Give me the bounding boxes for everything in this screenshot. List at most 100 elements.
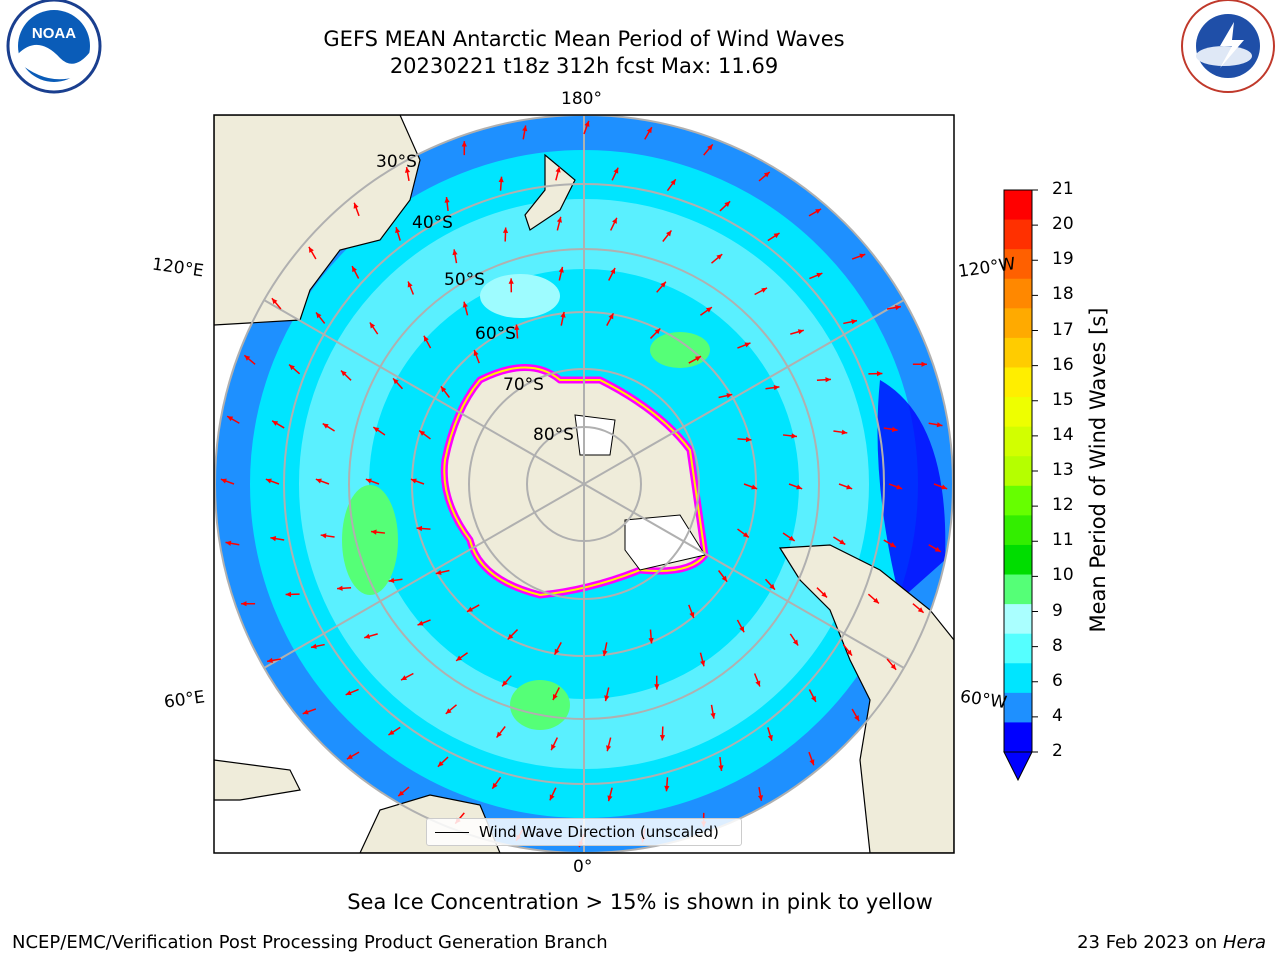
arrow-head [444,197,450,203]
colorbar-tick-label: 19 [1052,249,1074,270]
arrow-head [496,731,502,738]
arrow-head [815,208,822,214]
arrow-head [763,171,770,178]
arrow-head [507,633,514,640]
arrow-head [724,201,731,207]
arrow-head [461,141,467,147]
arrow-head [584,120,590,127]
map-legend: Wind Wave Direction (unscaled) [426,818,742,846]
arrow-head [744,342,751,348]
arrow-head [710,712,716,719]
arrow-head [558,266,564,273]
arrow-head [890,663,897,670]
footer-date: 23 Feb 2023 on Hera [1077,932,1266,953]
colorbar-tick-label: 4 [1052,705,1063,726]
arrow-head [773,233,780,239]
arrow-head [272,420,279,426]
arrow-head [707,144,713,151]
colorbar-segment [1004,190,1032,221]
arrow-head [604,695,610,702]
colorbar-tick-label: 15 [1052,389,1074,410]
arrow-head [646,127,652,134]
arrow-head [456,655,463,661]
arrow-head [841,429,848,435]
arrow-head [936,422,943,428]
arrow-head [796,484,803,490]
arrow-head [607,795,613,802]
arrow-head [666,230,672,237]
arrow-head [337,585,343,591]
noaa-logo-text: NOAA [32,25,76,42]
colorbar-segment [1004,249,1032,280]
arrow-head [613,167,619,174]
arrow-head [514,324,520,331]
arrow-head [320,533,327,539]
very-short-period-patch [877,380,946,600]
lon-label-0: 0° [573,857,593,877]
arrow-head [773,385,780,391]
colorbar-tick-label: 8 [1052,635,1063,656]
legend-line-icon [435,831,469,833]
arrow-head [437,761,444,767]
new-zealand [524,153,576,231]
arrow-head [353,202,359,209]
colorbar-segment [1004,308,1032,339]
arrow-head [612,217,617,224]
arrow-head [726,393,733,399]
arrow-head [552,693,558,700]
arrow-head [791,433,797,439]
footer-date-text: 23 Feb 2023 on [1077,932,1223,953]
lat-label-60s: 60°S [475,324,516,344]
arrow-head [755,680,761,687]
arrow-head [241,601,247,607]
arrow-head [302,709,309,715]
arrow-head [388,729,395,735]
arrow-head [767,734,773,741]
colorbar-title: Mean Period of Wind Waves [s] [1086,307,1110,633]
arrow-head [757,795,764,801]
arrow-head [364,633,371,639]
nws-logo-icon [1181,0,1275,93]
arrow-head [745,436,752,443]
arrow-head [705,307,712,313]
colorbar-segment [1004,574,1032,605]
map-frame [213,114,955,854]
arrow-head [393,378,399,385]
arrow-head [739,626,745,633]
colorbar-segment [1004,722,1032,753]
arrow-head [492,782,498,789]
arrow-head [608,313,614,320]
arrow-head [839,539,846,545]
arrow-head [551,744,556,751]
arrow-head [315,478,322,484]
arrow-head [606,745,612,752]
colorbar-tick-label: 20 [1052,214,1074,235]
colorbar-segment [1004,485,1032,516]
arrow-head [407,281,413,288]
arrow-head [285,591,292,597]
arrow-head [404,167,411,173]
arrow-head [244,355,251,361]
lat-label-40s: 40°S [412,213,453,233]
arrow-head [395,227,401,234]
arrow-head [825,377,831,383]
arrow-head [346,754,353,760]
arrow-head [267,657,273,664]
arrow-head [522,125,528,132]
arrow-head [941,484,948,490]
arrow-head [462,301,468,308]
colorbar-segment [1004,692,1032,723]
arrow-head [410,478,417,484]
arrow-head [352,266,357,273]
colorbar-segment [1004,515,1032,546]
arrow-head [388,577,395,583]
wind-wave-arrows [220,120,948,848]
arrow-head [289,364,295,371]
patch-9-10s-a [650,332,710,368]
colorbar-tick-label: 16 [1052,354,1074,375]
colorbar-segment [1004,426,1032,457]
patch-9-10s-b [342,485,398,595]
arrow-head [896,484,903,490]
arrow-head [695,356,702,362]
arrow-head [419,430,426,436]
